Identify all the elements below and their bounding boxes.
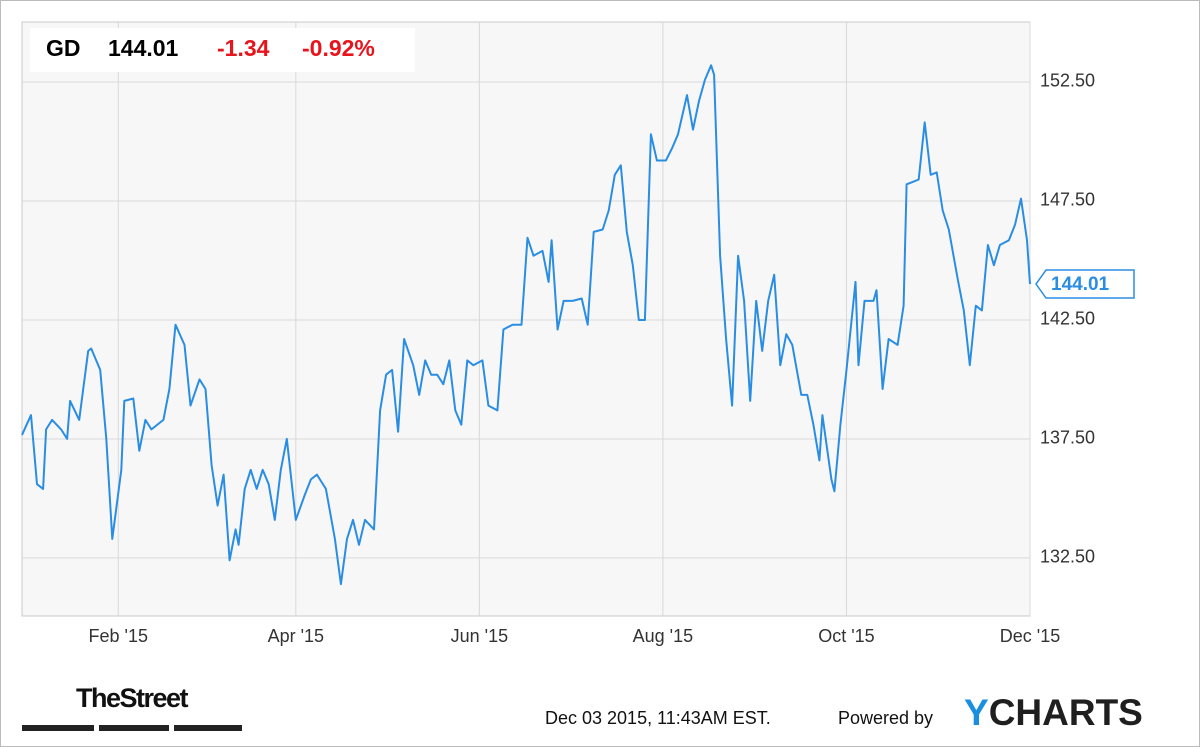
x-tick-label: Aug '15 xyxy=(633,626,694,646)
price-line xyxy=(21,64,1031,586)
change: -1.34 xyxy=(217,35,270,61)
brand: TheStreet xyxy=(76,683,189,713)
last-value-label: 144.01 xyxy=(1051,274,1110,295)
x-tick-label: Oct '15 xyxy=(818,626,874,646)
x-tick-label: Feb '15 xyxy=(89,626,148,646)
timestamp: Dec 03 2015, 11:43AM EST. xyxy=(545,708,771,728)
provider: YCHARTS xyxy=(964,692,1143,733)
powered-by: Powered by xyxy=(838,708,934,728)
logo-bar xyxy=(174,725,242,731)
change-percent: -0.92% xyxy=(302,35,375,61)
x-tick-label: Jun '15 xyxy=(451,626,508,646)
price: 144.01 xyxy=(108,35,179,61)
logo-bar xyxy=(22,725,94,731)
symbol: GD xyxy=(46,35,81,61)
y-tick-label: 132.50 xyxy=(1040,547,1095,567)
x-tick-label: Apr '15 xyxy=(268,626,324,646)
y-tick-label: 147.50 xyxy=(1040,190,1095,210)
header-box xyxy=(30,28,415,72)
x-tick-label: Dec '15 xyxy=(1000,626,1060,646)
logo-bar xyxy=(99,725,169,731)
last-value-flag xyxy=(1035,269,1135,299)
y-tick-label: 142.50 xyxy=(1040,309,1095,329)
y-tick-label: 137.50 xyxy=(1040,428,1095,448)
grid xyxy=(22,22,1031,616)
series xyxy=(21,64,1031,586)
y-tick-label: 152.50 xyxy=(1040,71,1095,91)
